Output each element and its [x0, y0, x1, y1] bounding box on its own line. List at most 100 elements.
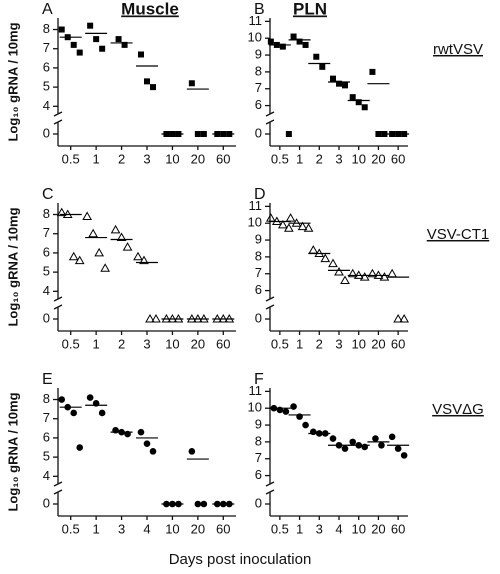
data-point: [283, 223, 294, 232]
y-tick-label: 7: [255, 450, 262, 465]
y-tick-label: 6: [255, 282, 262, 297]
row-label: VSV-CT1: [427, 226, 490, 243]
data-point: [349, 438, 357, 446]
data-point: [76, 444, 84, 451]
data-point: [200, 131, 207, 137]
y-tick-label: 4: [43, 283, 50, 298]
x-tick-label: 60: [216, 521, 230, 536]
data-point: [110, 224, 121, 234]
x-tick-label: 60: [216, 151, 230, 166]
x-tick-label: 20: [191, 521, 205, 536]
y-tick-label: 5: [43, 264, 50, 279]
y-tick-label: 8: [255, 248, 262, 263]
x-tick-label: 10: [165, 151, 179, 166]
data-point: [121, 41, 128, 48]
data-point: [329, 435, 337, 442]
y-axis: [265, 203, 275, 331]
data-point: [296, 38, 303, 45]
y-tick-label: 8: [43, 391, 50, 406]
x-tick-label: 4: [143, 521, 150, 536]
y-tick-label: 0: [255, 495, 262, 510]
y-tick-label: 0: [43, 495, 50, 510]
x-tick-label: 1: [93, 151, 100, 166]
data-point: [133, 251, 143, 261]
y-axis-label: Log₁₀ gRNA / 10mg: [5, 392, 20, 511]
x-tick-label: 10: [351, 521, 365, 536]
x-tick-label: 10: [351, 336, 365, 351]
y-tick-label: 9: [255, 46, 262, 61]
x-tick-label: 3: [335, 151, 342, 166]
y-axis: [53, 203, 63, 331]
x-tick-label: 20: [191, 151, 205, 166]
data-point: [151, 313, 161, 323]
x-tick-label: 10: [351, 151, 365, 166]
data-point: [302, 41, 309, 48]
y-tick-label: 7: [43, 40, 50, 55]
data-point: [100, 263, 111, 272]
data-point: [334, 267, 344, 276]
y-tick-label: 11: [249, 383, 263, 398]
x-tick-label: 3: [143, 151, 150, 166]
data-point: [56, 207, 67, 217]
y-tick-label: 5: [43, 79, 50, 94]
panel-letter: F: [254, 371, 264, 388]
y-tick-label: 9: [255, 231, 262, 246]
x-tick-label: 2: [118, 336, 125, 351]
data-point: [330, 75, 336, 82]
data-point: [319, 63, 326, 70]
data-point: [375, 131, 382, 137]
y-tick-label: 8: [255, 433, 262, 448]
data-point: [388, 433, 396, 441]
data-point: [282, 408, 290, 415]
y-tick-label: 4: [43, 98, 50, 113]
y-tick-label: 7: [43, 410, 50, 425]
x-tick-label: 4: [335, 521, 342, 536]
column-title: Muscle: [121, 0, 179, 18]
x-tick-label: 0.5: [62, 151, 80, 166]
data-point: [188, 80, 195, 87]
data-point: [267, 38, 274, 45]
data-point: [149, 448, 157, 455]
x-tick-label: 20: [371, 336, 385, 351]
data-point: [302, 421, 309, 429]
y-tick-label: 0: [43, 310, 50, 325]
data-point: [82, 211, 93, 220]
row-label: rwtVSV: [433, 41, 483, 58]
y-tick-label: 10: [248, 30, 262, 45]
data-point: [68, 251, 79, 261]
x-tick-label: 0.5: [271, 521, 289, 536]
x-tick-label: 3: [316, 521, 323, 536]
x-tick-label: 60: [391, 151, 405, 166]
data-point: [265, 213, 276, 222]
y-tick-label: 6: [43, 429, 50, 444]
y-tick-label: 6: [255, 467, 262, 482]
data-point: [70, 41, 77, 48]
y-tick-label: 10: [248, 215, 262, 230]
data-point: [400, 452, 408, 459]
data-point: [296, 413, 303, 420]
y-tick-label: 7: [255, 80, 262, 95]
data-point: [150, 84, 156, 91]
data-point: [285, 213, 296, 222]
y-tick-label: 8: [43, 206, 50, 221]
x-tick-label: 2: [316, 151, 323, 166]
data-point: [99, 45, 106, 52]
x-tick-label: 3: [143, 336, 150, 351]
data-point: [342, 82, 348, 89]
y-tick-label: 5: [43, 449, 50, 464]
data-point: [74, 255, 85, 265]
y-tick-label: 10: [248, 400, 262, 415]
row-label: VSVΔG: [432, 401, 484, 418]
data-point: [139, 255, 149, 265]
x-tick-label: 20: [191, 336, 205, 351]
y-axis-label: Log₁₀ gRNA / 10mg: [5, 207, 20, 326]
x-tick-label: 10: [165, 336, 179, 351]
data-point: [361, 443, 369, 451]
data-point: [188, 448, 196, 455]
x-tick-label: 0.5: [271, 151, 289, 166]
data-point: [379, 272, 390, 281]
x-tick-label: 3: [335, 336, 342, 351]
column-title: PLN: [293, 0, 327, 18]
data-point: [347, 268, 358, 278]
